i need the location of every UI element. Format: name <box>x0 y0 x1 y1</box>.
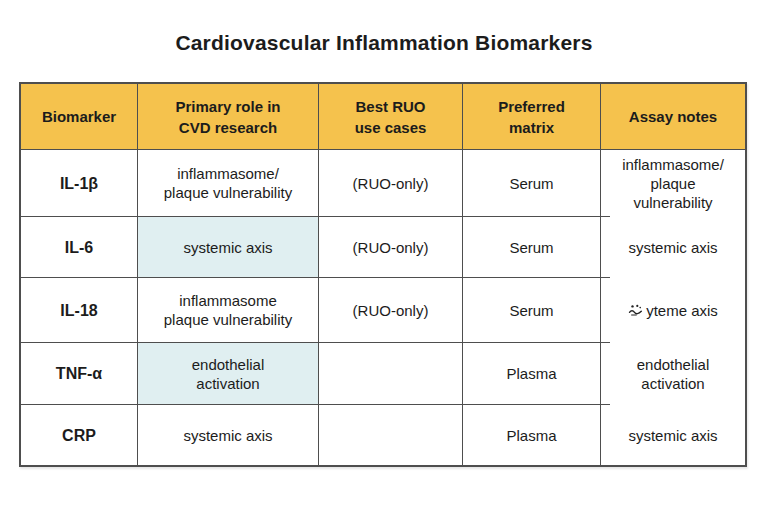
ruo-cell: (RUO-only) <box>319 217 463 278</box>
note-item-4: endothelial activation <box>601 343 745 405</box>
column-header-2: Primary role in CVD research <box>138 84 319 150</box>
role-cell: systemic axis <box>138 217 319 278</box>
ruo-cell <box>319 343 463 405</box>
ruo-cell <box>319 405 463 465</box>
role-cell: systemic axis <box>138 405 319 465</box>
assay-notes-cell: inflammasome/ plaque vulnerabilitysystem… <box>601 150 745 465</box>
biomarker-cell: TNF-α <box>21 343 138 405</box>
row-boundary-tick <box>601 342 610 343</box>
column-header-3: Best RUO use cases <box>319 84 463 150</box>
note-item-5: systemic axis <box>601 405 745 465</box>
page: Cardiovascular Inflammation Biomarkers B… <box>0 0 768 512</box>
garbled-glyph-icon <box>628 304 643 317</box>
biomarker-cell: CRP <box>21 405 138 465</box>
row-boundary-tick <box>601 216 610 217</box>
matrix-cell: Serum <box>463 150 601 217</box>
ruo-cell: (RUO-only) <box>319 278 463 343</box>
role-cell: inflammasome/ plaque vulnerability <box>138 150 319 217</box>
matrix-cell: Serum <box>463 278 601 343</box>
role-cell: endothelial activation <box>138 343 319 405</box>
biomarker-cell: IL-18 <box>21 278 138 343</box>
page-title: Cardiovascular Inflammation Biomarkers <box>0 31 768 55</box>
note-item-2: systemic axis <box>601 217 745 278</box>
row-boundary-tick <box>601 277 610 278</box>
role-cell: inflammasome plaque vulnerability <box>138 278 319 343</box>
note-item-1: inflammasome/ plaque vulnerability <box>601 150 745 217</box>
note-item-3: yteme axis <box>601 278 745 343</box>
column-header-1: Biomarker <box>21 84 138 150</box>
matrix-cell: Serum <box>463 217 601 278</box>
row-boundary-tick <box>601 404 610 405</box>
biomarker-cell: IL-6 <box>21 217 138 278</box>
biomarker-table: BiomarkerPrimary role in CVD researchBes… <box>19 82 747 467</box>
biomarker-cell: IL-1β <box>21 150 138 217</box>
matrix-cell: Plasma <box>463 343 601 405</box>
matrix-cell: Plasma <box>463 405 601 465</box>
note-text: yteme axis <box>646 301 718 320</box>
column-header-5: Assay notes <box>601 84 745 150</box>
ruo-cell: (RUO-only) <box>319 150 463 217</box>
column-header-4: Preferred matrix <box>463 84 601 150</box>
